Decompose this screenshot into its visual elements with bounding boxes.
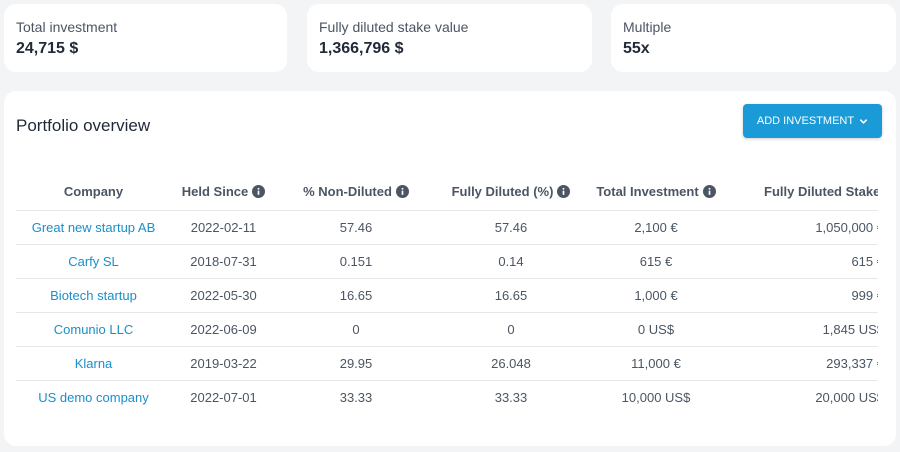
stat-value: 24,715 $ bbox=[16, 40, 79, 57]
total-investment-cell: 10,000 US$ bbox=[621, 390, 691, 405]
non-diluted-cell: 57.46 bbox=[276, 210, 436, 245]
company-cell: US demo company bbox=[16, 381, 171, 415]
held-since-cell: 2022-06-09 bbox=[171, 312, 276, 347]
non-diluted-cell: 0.151 bbox=[276, 244, 436, 279]
table-row[interactable]: Comunio LLC 2022-06-09 0 0 0 US$ 1,845 U… bbox=[16, 312, 878, 347]
table-header-row: Company Held Since % Non-Diluted Fully D… bbox=[16, 173, 878, 211]
fully-diluted-cell: 26.048 bbox=[436, 346, 586, 381]
info-icon[interactable] bbox=[395, 185, 409, 198]
company-cell: Biotech startup bbox=[16, 278, 171, 313]
fully-diluted-stake-cell: 999 € bbox=[726, 278, 878, 313]
non-diluted-cell: 33.33 bbox=[339, 390, 373, 405]
fully-diluted-stake-cell: 20,000 US$ bbox=[815, 390, 878, 405]
stat-label: Total investment bbox=[16, 19, 118, 35]
info-icon[interactable] bbox=[702, 185, 716, 198]
non-diluted-cell: 16.65 bbox=[276, 278, 436, 313]
fully-diluted-stake-cell: 1,050,000 € bbox=[726, 210, 878, 245]
portfolio-table: Company Held Since % Non-Diluted Fully D… bbox=[16, 173, 878, 414]
total-investment-cell: 2,100 € bbox=[586, 210, 726, 245]
total-investment-cell: 1,000 € bbox=[586, 278, 726, 313]
table-row[interactable]: Great new startup AB 2022-02-11 57.46 57… bbox=[16, 210, 878, 245]
fully-diluted-cell: 0.14 bbox=[436, 244, 586, 279]
stats-row: Total investment 24,715 $ Fully diluted … bbox=[4, 4, 896, 72]
fully-diluted-stake-cell: 1,845 US$ bbox=[726, 312, 878, 347]
table-row[interactable]: Klarna 2019-03-22 29.95 26.048 11,000 € … bbox=[16, 346, 878, 381]
held-since-cell: 2022-05-30 bbox=[171, 278, 276, 313]
stat-label: Multiple bbox=[623, 19, 672, 35]
portfolio-table-container[interactable]: Company Held Since % Non-Diluted Fully D… bbox=[16, 173, 878, 414]
held-since-cell: 2022-02-11 bbox=[171, 210, 276, 245]
company-cell: Carfy SL bbox=[16, 244, 171, 279]
stat-card-total-investment: Total investment 24,715 $ bbox=[4, 4, 287, 72]
total-investment-cell: 615 € bbox=[586, 244, 726, 279]
column-header-fully-diluted[interactable]: Fully Diluted (%) bbox=[436, 173, 586, 211]
table-row[interactable]: US demo company 2022-07-01 33.33 33.33 1… bbox=[16, 381, 878, 415]
add-investment-button[interactable]: ADD INVESTMENT bbox=[743, 104, 882, 138]
non-diluted-cell: 0 bbox=[276, 312, 436, 347]
company-link[interactable]: Carfy SL bbox=[68, 254, 119, 269]
company-cell: Klarna bbox=[16, 346, 171, 381]
fully-diluted-cell: 0 bbox=[436, 312, 586, 347]
stat-value: 1,366,796 $ bbox=[319, 40, 404, 57]
portfolio-overview-panel: Portfolio overview ADD INVESTMENT Compan… bbox=[4, 91, 896, 446]
info-icon[interactable] bbox=[557, 185, 571, 198]
column-header-held-since[interactable]: Held Since bbox=[171, 173, 276, 211]
info-icon[interactable] bbox=[252, 185, 266, 198]
company-link[interactable]: Comunio LLC bbox=[53, 322, 134, 337]
company-link[interactable]: US demo company bbox=[38, 390, 149, 405]
fully-diluted-cell: 57.46 bbox=[436, 210, 586, 245]
company-cell: Great new startup AB bbox=[16, 210, 171, 245]
company-link[interactable]: Great new startup AB bbox=[31, 220, 156, 235]
stat-card-multiple: Multiple 55x bbox=[611, 4, 896, 72]
non-diluted-cell: 29.95 bbox=[276, 346, 436, 381]
total-investment-cell: 11,000 € bbox=[586, 346, 726, 381]
add-investment-button-label: ADD INVESTMENT bbox=[756, 115, 855, 127]
panel-title: Portfolio overview bbox=[16, 116, 151, 135]
column-header-non-diluted[interactable]: % Non-Diluted bbox=[276, 173, 436, 211]
fully-diluted-stake-cell: 293,337 € bbox=[726, 346, 878, 381]
fully-diluted-stake-cell: 615 € bbox=[726, 244, 878, 279]
table-row[interactable]: Biotech startup 2022-05-30 16.65 16.65 1… bbox=[16, 278, 878, 313]
held-since-cell: 2022-07-01 bbox=[190, 390, 257, 405]
stat-value: 55x bbox=[623, 40, 650, 57]
stat-card-fully-diluted-stake-value: Fully diluted stake value 1,366,796 $ bbox=[307, 4, 592, 72]
column-header-company[interactable]: Company bbox=[16, 173, 171, 211]
fully-diluted-cell: 16.65 bbox=[436, 278, 586, 313]
company-link[interactable]: Biotech startup bbox=[50, 288, 137, 303]
column-header-total-investment[interactable]: Total Investment bbox=[586, 173, 726, 211]
company-cell: Comunio LLC bbox=[16, 312, 171, 347]
total-investment-cell: 0 US$ bbox=[586, 312, 726, 347]
company-link[interactable]: Klarna bbox=[74, 356, 113, 371]
stat-label: Fully diluted stake value bbox=[319, 19, 469, 35]
table-row[interactable]: Carfy SL 2018-07-31 0.151 0.14 615 € 615… bbox=[16, 244, 878, 279]
fully-diluted-cell: 33.33 bbox=[494, 390, 528, 405]
column-header-fully-diluted-stake[interactable]: Fully Diluted Stake V bbox=[726, 173, 878, 211]
held-since-cell: 2018-07-31 bbox=[171, 244, 276, 279]
held-since-cell: 2019-03-22 bbox=[171, 346, 276, 381]
chevron-down-icon bbox=[859, 117, 868, 126]
